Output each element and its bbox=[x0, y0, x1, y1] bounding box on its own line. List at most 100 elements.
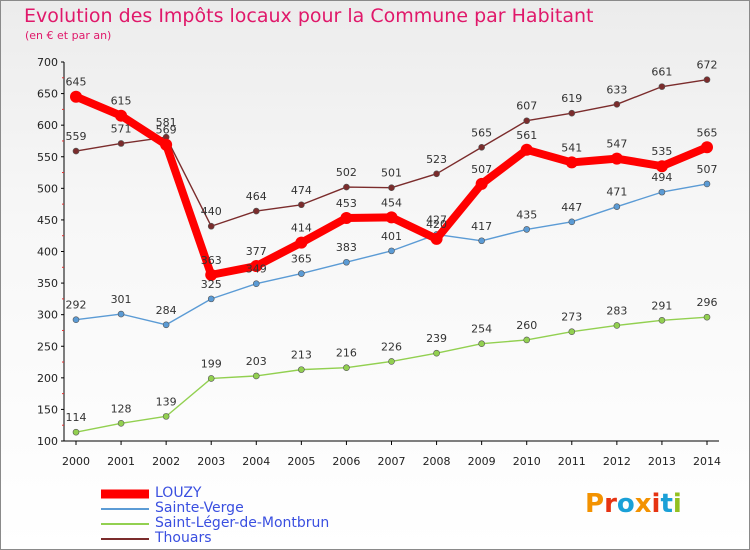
data-label: 541 bbox=[561, 141, 582, 154]
y-tick-label: 350 bbox=[37, 277, 58, 290]
data-label: 471 bbox=[606, 186, 627, 199]
data-point bbox=[295, 236, 308, 249]
data-point bbox=[658, 317, 666, 324]
legend-label: Saint-Léger-de-Montbrun bbox=[155, 515, 330, 531]
data-point bbox=[207, 375, 215, 382]
y-tick-label: 250 bbox=[37, 340, 58, 353]
data-point bbox=[523, 117, 531, 125]
x-tick-label: 2005 bbox=[287, 455, 315, 468]
data-point bbox=[343, 364, 350, 372]
data-label: 273 bbox=[561, 311, 582, 324]
series-line-saint-l-ger-de-montbrun bbox=[75, 316, 708, 433]
data-point bbox=[343, 183, 350, 191]
data-label: 447 bbox=[561, 201, 582, 214]
x-tick-label: 2014 bbox=[693, 455, 721, 468]
data-point bbox=[72, 147, 80, 155]
legend-swatch bbox=[101, 522, 149, 525]
data-label: 213 bbox=[291, 349, 312, 362]
data-label: 474 bbox=[291, 184, 312, 197]
data-point bbox=[703, 313, 711, 321]
y-tick-label: 550 bbox=[37, 151, 58, 164]
data-point bbox=[252, 280, 260, 288]
y-tick-label: 600 bbox=[37, 119, 58, 132]
data-label: 571 bbox=[111, 122, 132, 135]
y-tick-label: 450 bbox=[37, 214, 58, 227]
data-point bbox=[701, 141, 713, 154]
legend-swatch bbox=[101, 489, 149, 498]
logo-letter: x bbox=[634, 489, 652, 519]
data-label: 283 bbox=[606, 304, 627, 317]
x-tick-label: 2000 bbox=[62, 455, 90, 468]
legend-label: Sainte-Verge bbox=[155, 500, 244, 516]
data-point bbox=[207, 295, 215, 303]
data-label: 619 bbox=[561, 92, 582, 105]
x-tick-label: 2011 bbox=[558, 455, 586, 468]
data-label: 239 bbox=[426, 332, 447, 345]
proxiti-logo: Proxiti bbox=[585, 489, 682, 519]
data-label: 435 bbox=[516, 208, 537, 221]
data-point bbox=[433, 170, 440, 178]
data-point bbox=[430, 232, 443, 245]
data-label: 535 bbox=[651, 145, 672, 158]
data-point bbox=[475, 177, 488, 190]
data-label: 569 bbox=[156, 124, 177, 137]
y-tick-label: 650 bbox=[37, 88, 58, 101]
x-tick-label: 2008 bbox=[423, 455, 451, 468]
y-tick-label: 300 bbox=[37, 309, 58, 322]
data-label: 615 bbox=[111, 95, 132, 108]
data-point bbox=[568, 328, 576, 336]
data-label: 661 bbox=[651, 66, 672, 79]
x-tick-label: 2004 bbox=[242, 455, 270, 468]
data-label: 401 bbox=[381, 230, 402, 243]
y-tick-label: 700 bbox=[37, 56, 58, 69]
data-point bbox=[385, 211, 398, 224]
data-label: 254 bbox=[471, 323, 492, 336]
data-label: 365 bbox=[291, 253, 312, 266]
data-label: 561 bbox=[516, 129, 537, 142]
data-point bbox=[117, 140, 125, 147]
x-tick-label: 2006 bbox=[332, 455, 360, 468]
data-point bbox=[162, 321, 170, 329]
data-point bbox=[207, 222, 215, 230]
data-point bbox=[613, 322, 621, 329]
data-label: 523 bbox=[426, 153, 447, 166]
data-point bbox=[658, 83, 666, 90]
logo-letter: i bbox=[651, 489, 661, 519]
logo-letter: o bbox=[616, 489, 635, 519]
x-tick-label: 2002 bbox=[152, 455, 180, 468]
x-tick-label: 2013 bbox=[648, 455, 676, 468]
y-tick-label: 500 bbox=[37, 182, 58, 195]
data-point bbox=[72, 316, 80, 324]
logo-letter: r bbox=[604, 489, 617, 519]
data-point bbox=[160, 138, 173, 151]
data-point bbox=[343, 258, 350, 266]
y-tick-label: 150 bbox=[37, 403, 58, 416]
data-point bbox=[298, 201, 305, 209]
data-label: 203 bbox=[246, 355, 267, 368]
data-label: 296 bbox=[697, 296, 718, 309]
legend-label: Thouars bbox=[155, 530, 212, 546]
data-label: 420 bbox=[426, 218, 447, 231]
data-label: 128 bbox=[111, 402, 132, 415]
data-point bbox=[478, 143, 485, 151]
data-label: 284 bbox=[156, 304, 177, 317]
data-label: 301 bbox=[111, 293, 132, 306]
legend-label: LOUZY bbox=[155, 485, 202, 501]
data-point bbox=[252, 207, 260, 215]
data-point bbox=[205, 268, 218, 281]
x-tick-label: 2003 bbox=[197, 455, 225, 468]
data-label: 607 bbox=[516, 100, 537, 113]
data-label: 363 bbox=[201, 254, 222, 267]
y-tick-label: 100 bbox=[37, 435, 58, 448]
data-label: 494 bbox=[651, 171, 672, 184]
data-point bbox=[655, 160, 668, 173]
data-point bbox=[613, 101, 621, 108]
data-label: 502 bbox=[336, 166, 357, 179]
data-point bbox=[250, 260, 263, 273]
data-label: 199 bbox=[201, 357, 222, 370]
data-point bbox=[117, 310, 125, 318]
data-point bbox=[162, 413, 170, 420]
x-tick-label: 2012 bbox=[603, 455, 631, 468]
data-label: 501 bbox=[381, 167, 402, 180]
